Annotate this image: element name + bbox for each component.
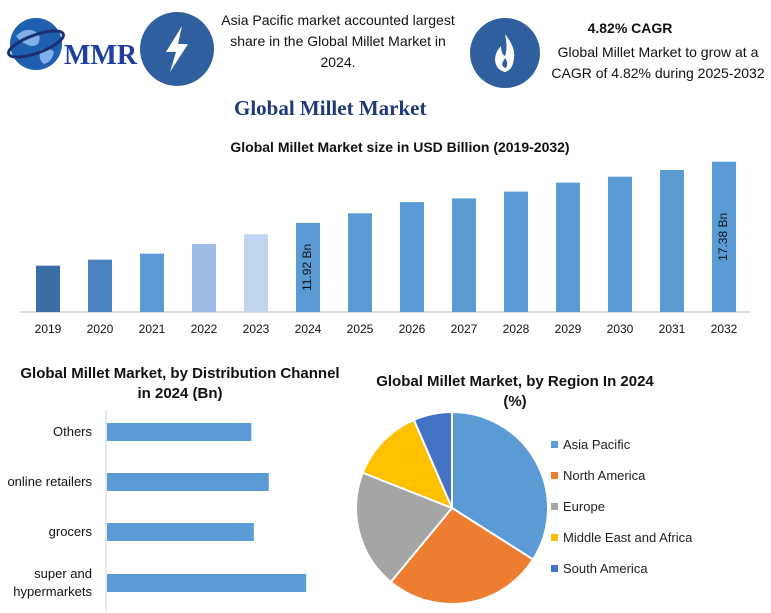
channel-label: online retailers — [7, 474, 92, 489]
bar-2031 — [660, 169, 684, 312]
channel-bar — [107, 574, 307, 592]
globe-icon — [7, 18, 65, 70]
lightning-badge — [140, 12, 214, 86]
x-tick-label: 2021 — [139, 322, 166, 336]
pie-slice — [361, 418, 454, 510]
bar-2020 — [88, 259, 112, 312]
bar-chart-title: Global Millet Market size in USD Billion… — [230, 139, 570, 155]
legend-label: South America — [563, 561, 648, 576]
channel-label: grocers — [48, 524, 92, 539]
info-text-cagr: Global Millet Market to grow at a CAGR o… — [551, 44, 765, 81]
legend-swatch — [551, 503, 558, 510]
info-text-asia: Asia Pacific market accounted largest sh… — [221, 12, 455, 70]
region-pie-chart: Asia Pacific North America Europe Middle Ea… — [355, 410, 693, 605]
x-tick-label: 2020 — [87, 322, 114, 336]
channel-label: Others — [52, 424, 92, 439]
x-tick-label: 2026 — [399, 322, 426, 336]
bar-2027 — [452, 198, 476, 312]
yearly-bar-chart: 2019 2020 2021 2022 2023 2024 2025 2026 2027 2028… — [20, 161, 750, 336]
bar-2030 — [608, 176, 632, 312]
x-tick-label: 2031 — [659, 322, 686, 336]
bar-2026 — [400, 202, 424, 312]
pie-slice — [412, 410, 453, 509]
mmr-logo: MMR — [6, 14, 138, 74]
bar-2029 — [556, 182, 580, 312]
channel-label: super and hypermarkets — [13, 566, 92, 599]
legend-swatch — [551, 441, 558, 448]
legend-label: Asia Pacific — [563, 437, 631, 452]
cagr-title: 4.82% CAGR — [587, 20, 673, 36]
flame-icon — [495, 34, 515, 72]
region-chart-title: Global Millet Market, by Region In 2024 … — [376, 373, 654, 410]
bar-data-label: 11.92 Bn — [300, 244, 314, 291]
legend-label: North America — [563, 468, 646, 483]
x-tick-label: 2027 — [451, 322, 478, 336]
channel-bar — [107, 473, 269, 491]
distribution-labels: Others online retailers grocers super and h… — [0, 410, 100, 610]
x-tick-label: 2032 — [711, 322, 738, 336]
distribution-chart-title: Global Millet Market, by Distribution Ch… — [20, 365, 340, 402]
bar-data-label: 17.38 Bn — [716, 213, 730, 261]
x-tick-label: 2024 — [295, 322, 322, 336]
legend-label: Middle East and Africa — [563, 530, 693, 545]
bar-2028 — [504, 191, 528, 312]
x-tick-label: 2022 — [191, 322, 218, 336]
x-tick-label: 2019 — [35, 322, 62, 336]
legend-swatch — [551, 472, 558, 479]
bar-2023 — [244, 234, 268, 312]
bar-2022 — [192, 243, 216, 312]
pie-slice — [355, 471, 454, 584]
bar-2019 — [36, 265, 60, 312]
x-tick-label: 2030 — [607, 322, 634, 336]
channel-bar — [107, 523, 254, 541]
bar-2025 — [348, 213, 372, 312]
distribution-bar-chart — [105, 410, 307, 610]
bar-2032 — [712, 161, 736, 312]
flame-badge — [470, 18, 540, 88]
x-tick-label: 2029 — [555, 322, 582, 336]
pie-slice — [389, 506, 535, 605]
legend-swatch — [551, 534, 558, 541]
x-tick-label: 2023 — [243, 322, 270, 336]
legend-swatch — [551, 565, 558, 572]
page-title: Global Millet Market — [234, 96, 427, 120]
lightning-icon — [166, 26, 188, 72]
x-tick-label: 2025 — [347, 322, 374, 336]
bar-2021 — [140, 253, 164, 312]
logo-text: MMR — [64, 40, 138, 71]
bar-2024 — [296, 222, 320, 312]
legend-label: Europe — [563, 499, 605, 514]
channel-bar — [107, 423, 252, 441]
x-tick-label: 2028 — [503, 322, 530, 336]
